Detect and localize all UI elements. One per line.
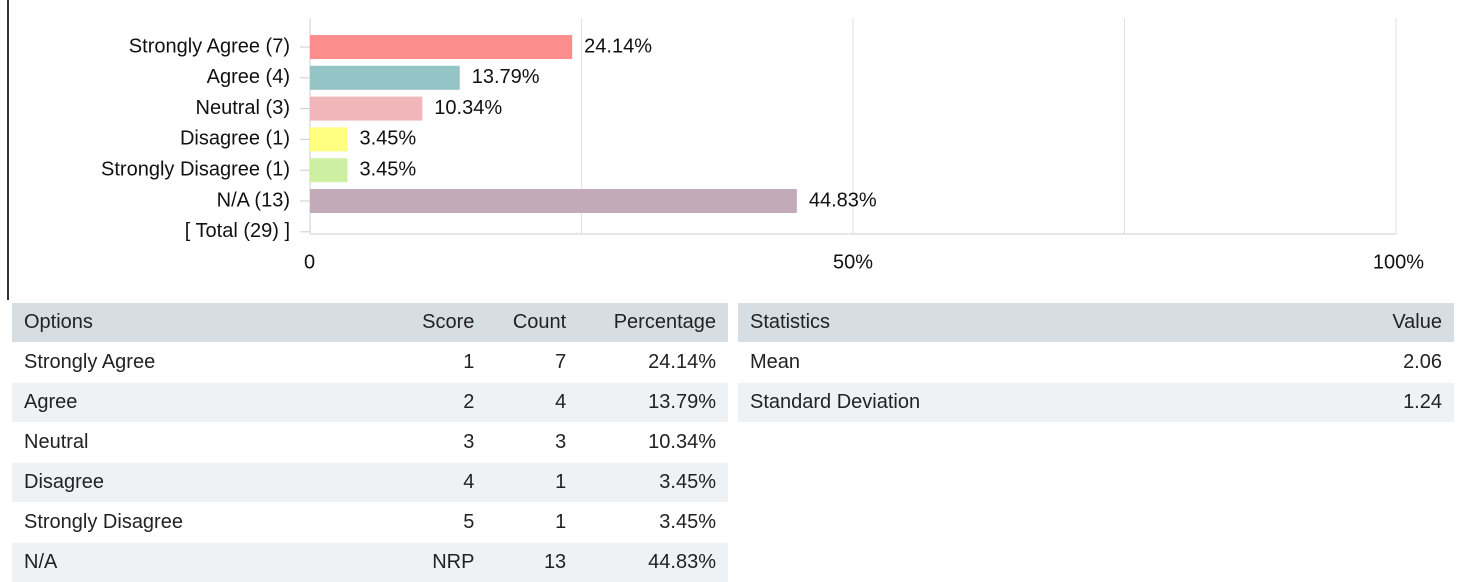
cell: 1 (486, 463, 578, 503)
cell: 2.06 (1262, 343, 1454, 383)
value-label: 13.79% (472, 66, 540, 88)
cell: 3.45% (578, 463, 728, 503)
x-tick-label: 100% (1373, 251, 1424, 273)
cell: Statistics (738, 303, 1262, 343)
bar (310, 35, 572, 59)
cell: 1 (396, 343, 486, 383)
cell: 13.79% (578, 383, 728, 423)
cell: 4 (486, 383, 578, 423)
value-label: 24.14% (584, 35, 652, 57)
cell: Strongly Agree (12, 343, 396, 383)
value-label: 44.83% (809, 189, 877, 211)
bar (310, 127, 347, 151)
cell: 7 (486, 343, 578, 383)
cell: 3 (396, 423, 486, 463)
cell: Count (486, 303, 578, 343)
cell: 3 (486, 423, 578, 463)
cell: 4 (396, 463, 486, 503)
y-tick-label: N/A (13) (217, 189, 290, 211)
y-tick-label: Strongly Agree (7) (129, 35, 290, 57)
cell: 10.34% (578, 423, 728, 463)
cell: 24.14% (578, 343, 728, 383)
cell: N/A (12, 543, 396, 582)
bar (310, 97, 422, 121)
value-label: 3.45% (359, 128, 416, 150)
cell: 3.45% (578, 503, 728, 543)
cell: 13 (486, 543, 578, 582)
cell: Agree (12, 383, 396, 423)
y-tick-label: Neutral (3) (196, 97, 290, 119)
value-label: 3.45% (359, 158, 416, 180)
cell: Options (12, 303, 396, 343)
cell: Mean (738, 343, 1262, 383)
y-tick-label: Agree (4) (207, 66, 290, 88)
cell: 1.24 (1262, 383, 1454, 423)
y-tick-label: [ Total (29) ] (185, 220, 290, 242)
cell: Score (396, 303, 486, 343)
y-tick-label: Strongly Disagree (1) (101, 158, 290, 180)
cell: Neutral (12, 423, 396, 463)
bar (310, 66, 460, 90)
x-tick-label: 50% (833, 251, 873, 273)
bar (310, 189, 797, 213)
cell: Disagree (12, 463, 396, 503)
cell: 5 (396, 503, 486, 543)
y-tick-label: Disagree (1) (180, 128, 290, 150)
cell: 2 (396, 383, 486, 423)
cell: Value (1262, 303, 1454, 343)
cell: NRP (396, 543, 486, 582)
chart: 0 50% 100% Strongly Agree (7) 24.14% Agree (4… (0, 0, 1457, 300)
cell: Standard Deviation (738, 383, 1262, 423)
bar (310, 158, 347, 182)
x-tick-label: 0 (304, 251, 315, 273)
cell: Percentage (578, 303, 728, 343)
cell: 44.83% (578, 543, 728, 582)
cell: Strongly Disagree (12, 503, 396, 543)
value-label: 10.34% (434, 97, 502, 119)
cell: 1 (486, 503, 578, 543)
